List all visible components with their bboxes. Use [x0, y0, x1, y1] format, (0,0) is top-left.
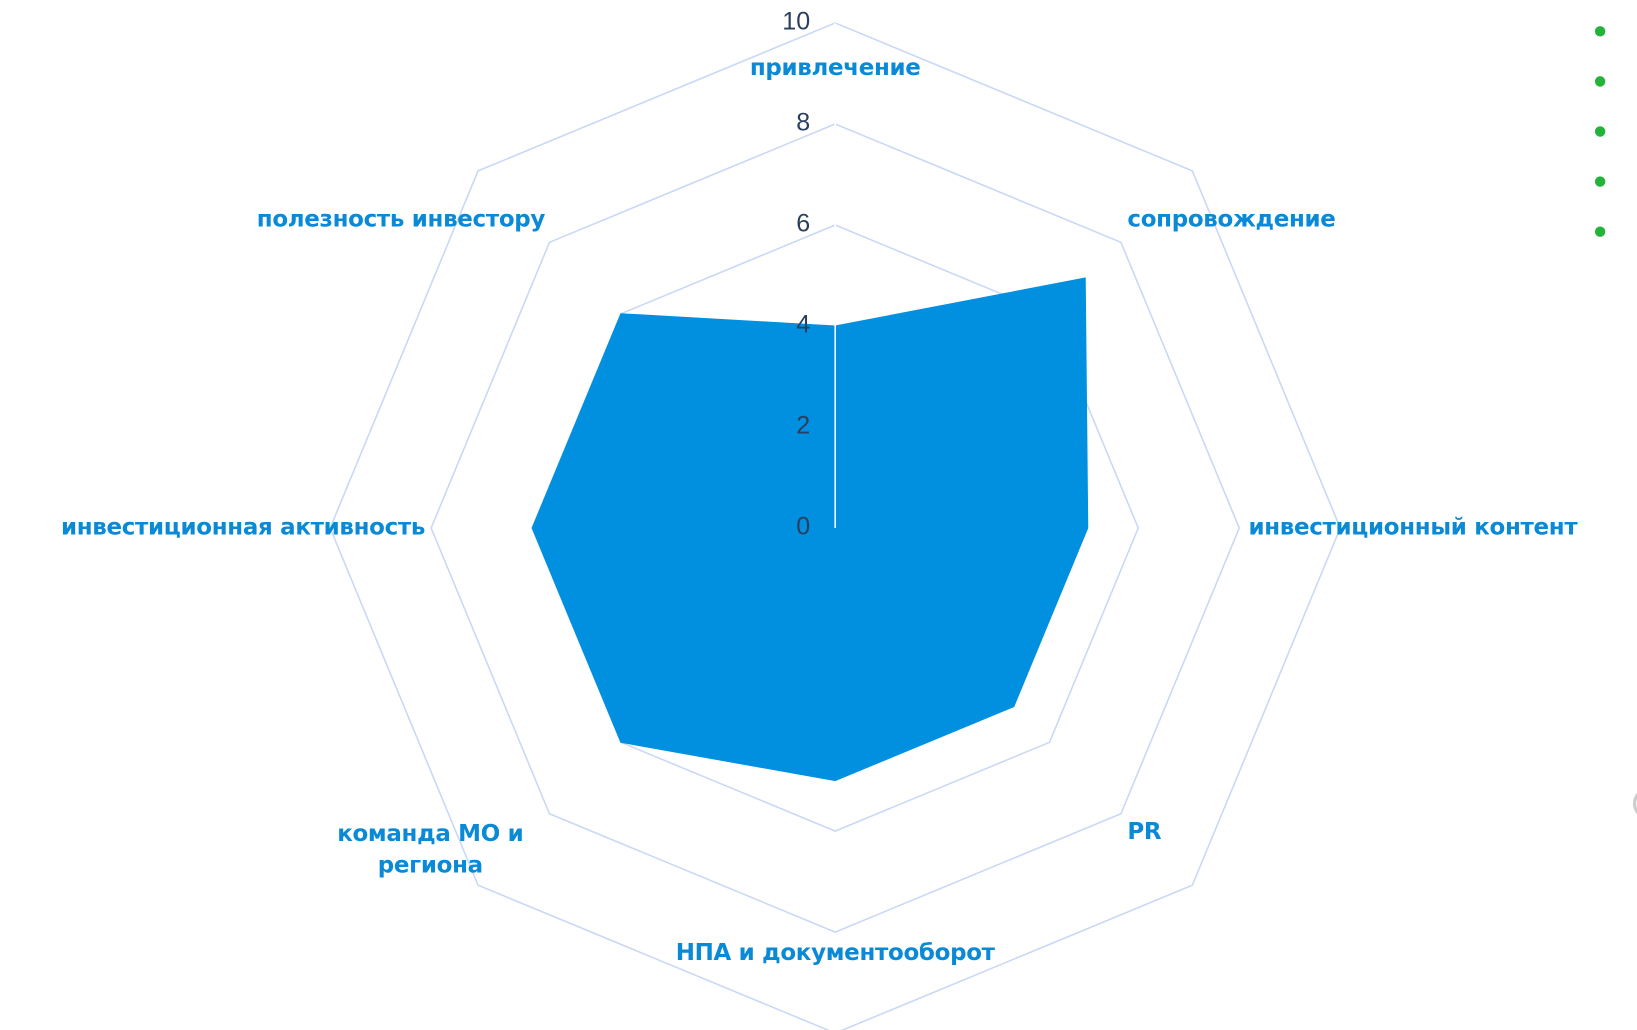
category-box: PR [1127, 796, 1565, 869]
category-wrap: инвестиционная активность [0, 492, 425, 565]
r-tick-label: 2 [796, 412, 810, 440]
legend-dot [1594, 26, 1606, 37]
grid [329, 22, 1342, 1030]
r-tick-label: 0 [796, 513, 810, 541]
r-tick-label: 6 [796, 210, 810, 238]
category-label: инвестиционная активность [60, 514, 426, 541]
legend-dot [1594, 226, 1606, 237]
category-box: привлечение [616, 32, 1054, 105]
category-wrap: НПА и документооборот [616, 917, 1054, 990]
r-tick-label: 4 [796, 311, 810, 339]
legend-dot [1594, 76, 1606, 87]
category-wrap: привлечение [616, 32, 1054, 105]
category-wrap: инвестиционный контент [1248, 492, 1637, 565]
category-wrap: команда МО и региона [107, 814, 545, 887]
radar-area [531, 277, 1089, 782]
r-tick-label: 8 [796, 109, 810, 137]
category-wrap: PR [1127, 796, 1565, 869]
category-label: сопровождение [1127, 206, 1336, 233]
category-wrap: полезность инвестору [107, 184, 545, 257]
category-box: команда МО и региона [107, 814, 545, 887]
category-label: НПА и документооборот [675, 940, 995, 967]
category-box: НПА и документооборот [616, 917, 1054, 990]
category-box: полезность инвестору [107, 184, 545, 257]
category-label: привлечение [749, 55, 921, 82]
category-label: полезность инвестору [256, 206, 546, 233]
category-wrap: сопровождение [1127, 184, 1565, 257]
category-label: команда МО и региона [337, 821, 524, 879]
grid-polygon [329, 22, 1342, 1030]
legend [1594, 26, 1606, 237]
r-tick-label: 10 [782, 8, 810, 36]
scroll-handle [1633, 792, 1637, 815]
legend-dot [1594, 176, 1606, 187]
legend-dot [1594, 126, 1606, 137]
category-box: инвестиционный контент [1248, 492, 1637, 565]
grid-polygon [430, 123, 1241, 933]
category-label: инвестиционный контент [1248, 514, 1578, 541]
category-box: сопровождение [1127, 184, 1565, 257]
category-label: PR [1127, 819, 1162, 846]
category-box: инвестиционная активность [0, 492, 425, 565]
